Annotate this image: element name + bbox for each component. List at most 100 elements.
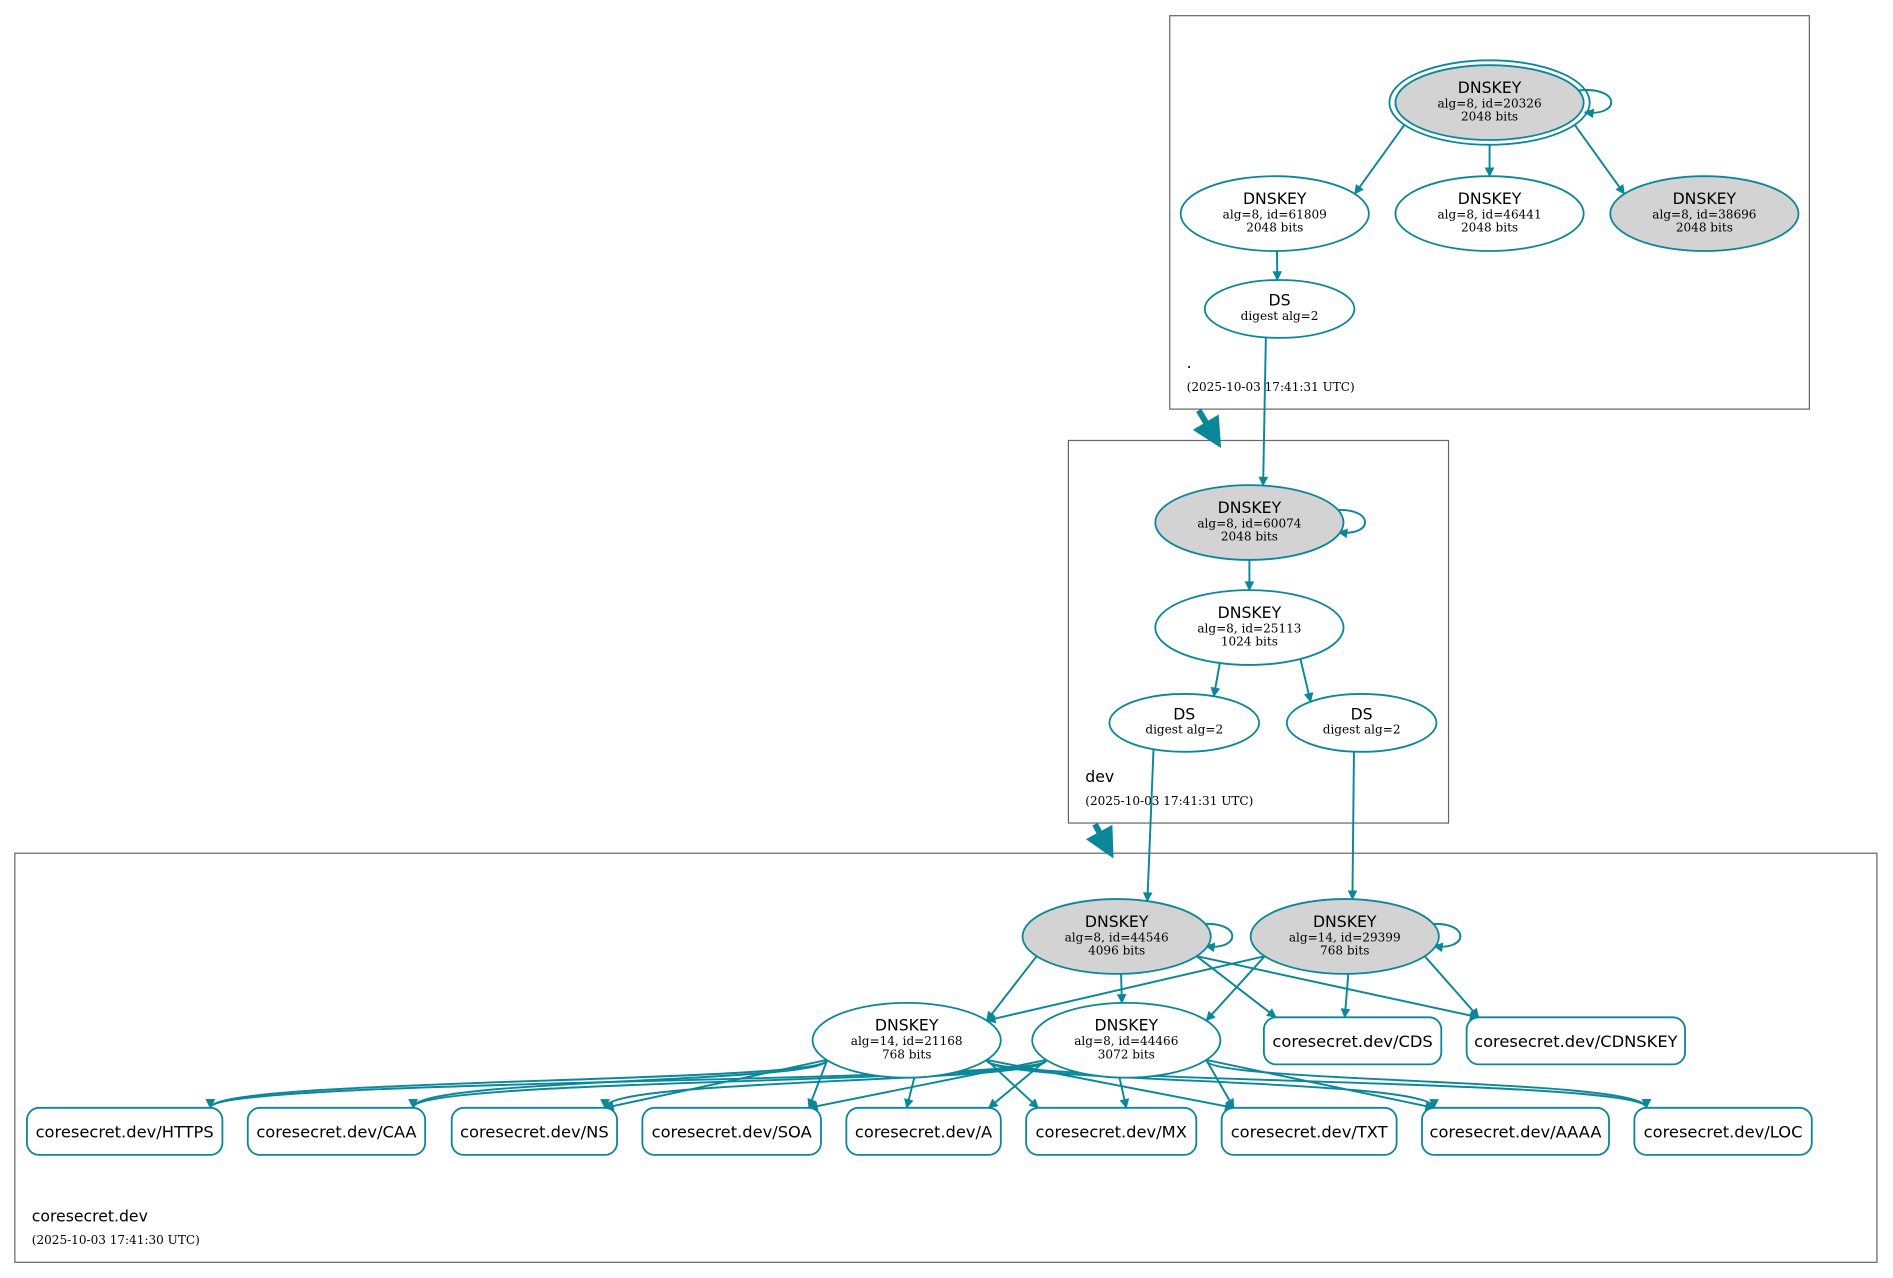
- node-title: DNSKEY: [1218, 603, 1282, 622]
- edge-k44546-cdnskey: [1196, 955, 1480, 1021]
- edge-k20326-k20326: [1577, 89, 1613, 119]
- edge-k21168-mx: [986, 1059, 1039, 1109]
- node-title: DS: [1351, 704, 1373, 723]
- edge-k44466-a: [987, 1059, 1047, 1109]
- rrset-https[interactable]: coresecret.dev/HTTPS: [26, 1106, 224, 1156]
- rrset-mx[interactable]: coresecret.dev/MX: [1025, 1106, 1198, 1156]
- zone-cluster-dev: dev (2025-10-03 17:41:31 UTC): [1067, 439, 1450, 824]
- edge-k21168-soa: [807, 1059, 829, 1109]
- node-key-size: 768 bits: [1320, 944, 1369, 958]
- node-detail: alg=8, id=44466: [1074, 1034, 1178, 1048]
- rrset-label: coresecret.dev/TXT: [1231, 1122, 1388, 1141]
- edge-k21168-a: [904, 1077, 916, 1109]
- edge-k44466-https: [205, 1059, 1048, 1109]
- node-detail: digest alg=2: [1323, 723, 1401, 737]
- edge-k44466-mx: [1118, 1077, 1130, 1109]
- node-detail: alg=14, id=21168: [851, 1034, 963, 1048]
- zone-cluster-root: . (2025-10-03 17:41:31 UTC): [1169, 15, 1810, 410]
- node-title: DNSKEY: [1243, 189, 1307, 208]
- node-title: DNSKEY: [1313, 912, 1377, 931]
- edge-k44466-txt: [1205, 1059, 1235, 1109]
- node-key-size: 2048 bits: [1461, 110, 1518, 124]
- rrset-a[interactable]: coresecret.dev/A: [845, 1106, 1002, 1156]
- rrset-aaaa[interactable]: coresecret.dev/AAAA: [1421, 1106, 1610, 1156]
- rrset-caa[interactable]: coresecret.dev/CAA: [246, 1106, 427, 1156]
- node-key-size: 2048 bits: [1246, 221, 1303, 235]
- edge-k21168-ns: [604, 1059, 827, 1111]
- edge-k29399-k21168: [985, 955, 1265, 1024]
- zone-name: coresecret.dev: [32, 1206, 148, 1225]
- node-title: DNSKEY: [1458, 78, 1522, 97]
- node-title: DS: [1269, 290, 1291, 309]
- rrset-label: coresecret.dev/LOC: [1644, 1122, 1803, 1141]
- node-key-size: 768 bits: [882, 1047, 931, 1061]
- zone-timestamp: (2025-10-03 17:41:31 UTC): [1085, 794, 1253, 808]
- node-detail: alg=8, id=44546: [1065, 930, 1169, 944]
- edge-k25113-dsdev1: [1210, 662, 1221, 698]
- node-detail: alg=8, id=46441: [1437, 207, 1541, 221]
- rrset-cds[interactable]: coresecret.dev/CDS: [1262, 1016, 1443, 1066]
- edge-k44546-k44546: [1198, 922, 1234, 953]
- node-title: DNSKEY: [1085, 912, 1149, 931]
- rrset-txt[interactable]: coresecret.dev/TXT: [1220, 1106, 1398, 1156]
- node-detail: digest alg=2: [1241, 309, 1319, 323]
- node-detail: alg=8, id=20326: [1437, 96, 1541, 110]
- node-key-size: 2048 bits: [1221, 530, 1278, 544]
- rrset-label: coresecret.dev/AAAA: [1429, 1122, 1601, 1141]
- node-detail: alg=8, id=61809: [1223, 207, 1327, 221]
- edge-k29399-cds: [1340, 973, 1351, 1019]
- rrset-label: coresecret.dev/CAA: [256, 1122, 416, 1141]
- node-detail: alg=14, id=29399: [1289, 930, 1401, 944]
- node-detail: alg=8, id=60074: [1197, 516, 1301, 530]
- edge-k60074-k60074: [1331, 509, 1366, 539]
- node-title: DNSKEY: [1458, 189, 1522, 208]
- edge-k20326-k38696: [1573, 124, 1626, 195]
- node-detail: digest alg=2: [1145, 723, 1223, 737]
- node-title: DNSKEY: [1095, 1016, 1159, 1035]
- node-key-size: 1024 bits: [1221, 635, 1278, 649]
- node-key-size: 2048 bits: [1676, 221, 1733, 235]
- edge-k44466-caa: [408, 1059, 1048, 1109]
- delegation-arrow-root-dev: [1192, 408, 1222, 449]
- zone-timestamp: (2025-10-03 17:41:30 UTC): [32, 1233, 200, 1247]
- edge-dsdev1-k44546: [1142, 749, 1155, 903]
- zone-name: .: [1187, 353, 1192, 372]
- rrset-label: coresecret.dev/MX: [1036, 1122, 1187, 1141]
- rrset-loc[interactable]: coresecret.dev/LOC: [1633, 1106, 1813, 1156]
- node-title: DNSKEY: [1218, 498, 1282, 517]
- node-title: DS: [1173, 704, 1195, 723]
- rrset-label: coresecret.dev/CDNSKEY: [1474, 1032, 1677, 1051]
- node-key-size: 3072 bits: [1098, 1047, 1155, 1061]
- node-key-size: 4096 bits: [1088, 944, 1145, 958]
- edge-k25113-dsdev2: [1299, 658, 1314, 703]
- zone-timestamp: (2025-10-03 17:41:31 UTC): [1187, 380, 1355, 394]
- delegation-arrow-dev-zone: [1085, 822, 1114, 859]
- rrset-label: coresecret.dev/HTTPS: [36, 1122, 214, 1141]
- rrset-ns[interactable]: coresecret.dev/NS: [450, 1106, 618, 1156]
- node-detail: alg=8, id=38696: [1652, 207, 1756, 221]
- edge-k29399-k44466: [1205, 955, 1266, 1022]
- edge-k20326-k61809: [1353, 124, 1406, 195]
- rrset-cdnskey[interactable]: coresecret.dev/CDNSKEY: [1465, 1016, 1686, 1066]
- edge-dsdev2-k29399: [1347, 751, 1358, 901]
- node-title: DNSKEY: [1673, 189, 1737, 208]
- edge-k29399-k29399: [1426, 922, 1462, 953]
- edge-k44466-ns: [600, 1059, 1048, 1109]
- edge-k44466-soa: [807, 1059, 1047, 1111]
- rrset-soa[interactable]: coresecret.dev/SOA: [641, 1106, 822, 1156]
- node-key-size: 2048 bits: [1461, 221, 1518, 235]
